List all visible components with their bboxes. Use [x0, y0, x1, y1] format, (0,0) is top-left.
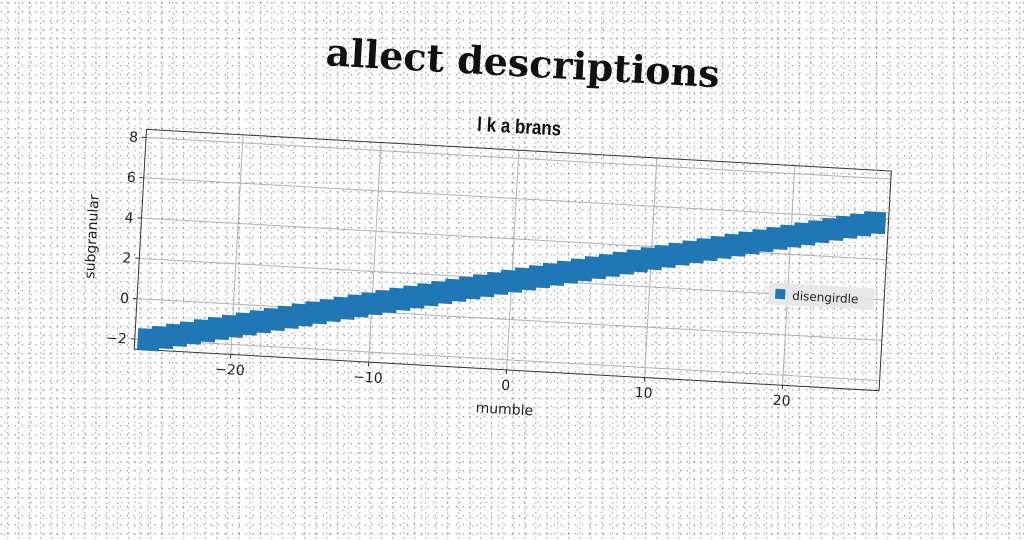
data-point — [863, 211, 886, 234]
x-tick-label: −10 — [353, 369, 383, 387]
y-gridline — [146, 137, 891, 179]
y-gridline — [144, 178, 889, 220]
x-gridline — [507, 150, 519, 370]
y-tick-label: 8 — [129, 130, 139, 146]
data-points — [137, 171, 886, 391]
x-gridline — [369, 143, 381, 363]
x-tick-label: 20 — [772, 393, 791, 410]
y-tick-label: 0 — [120, 291, 130, 307]
y-tick-label: −2 — [106, 330, 128, 347]
y-axis-label: subgranular — [82, 194, 103, 279]
y-tick-label: 2 — [122, 250, 132, 266]
x-tick-label: −20 — [215, 362, 245, 380]
grid — [134, 129, 891, 390]
y-tick-label: 6 — [126, 170, 136, 186]
y-gridline — [135, 339, 880, 381]
x-tick-label: 0 — [501, 378, 511, 394]
legend-marker — [775, 289, 786, 300]
x-axis-label: mumble — [475, 400, 533, 419]
x-tick-label: 10 — [634, 385, 653, 402]
y-tick-label: 4 — [124, 210, 134, 226]
legend: disengirdle — [768, 282, 875, 310]
x-gridline — [783, 166, 795, 386]
